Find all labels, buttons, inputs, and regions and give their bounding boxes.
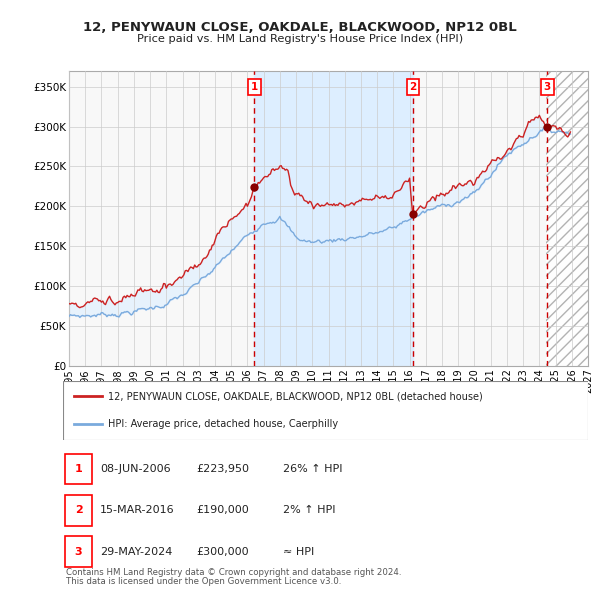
- Text: 2: 2: [409, 82, 416, 92]
- Text: 15-MAR-2016: 15-MAR-2016: [100, 506, 175, 515]
- Bar: [546, 71, 588, 366]
- Text: 2% ↑ HPI: 2% ↑ HPI: [283, 506, 336, 515]
- Text: 2: 2: [75, 506, 82, 515]
- Text: Price paid vs. HM Land Registry's House Price Index (HPI): Price paid vs. HM Land Registry's House …: [137, 34, 463, 44]
- Text: ≈ HPI: ≈ HPI: [283, 547, 314, 556]
- Text: £300,000: £300,000: [196, 547, 249, 556]
- Text: 29-MAY-2024: 29-MAY-2024: [100, 547, 173, 556]
- Text: 1: 1: [251, 82, 258, 92]
- Text: 3: 3: [75, 547, 82, 556]
- Text: 3: 3: [544, 82, 551, 92]
- Text: £190,000: £190,000: [196, 506, 249, 515]
- Text: 08-JUN-2006: 08-JUN-2006: [100, 464, 171, 474]
- Text: Contains HM Land Registry data © Crown copyright and database right 2024.: Contains HM Land Registry data © Crown c…: [66, 568, 401, 577]
- Bar: [254, 71, 413, 366]
- Text: 12, PENYWAUN CLOSE, OAKDALE, BLACKWOOD, NP12 0BL (detached house): 12, PENYWAUN CLOSE, OAKDALE, BLACKWOOD, …: [107, 392, 482, 401]
- Text: £223,950: £223,950: [196, 464, 249, 474]
- Text: 12, PENYWAUN CLOSE, OAKDALE, BLACKWOOD, NP12 0BL: 12, PENYWAUN CLOSE, OAKDALE, BLACKWOOD, …: [83, 21, 517, 34]
- Text: HPI: Average price, detached house, Caerphilly: HPI: Average price, detached house, Caer…: [107, 419, 338, 428]
- Text: 26% ↑ HPI: 26% ↑ HPI: [283, 464, 343, 474]
- Text: This data is licensed under the Open Government Licence v3.0.: This data is licensed under the Open Gov…: [66, 578, 341, 586]
- Text: 1: 1: [75, 464, 82, 474]
